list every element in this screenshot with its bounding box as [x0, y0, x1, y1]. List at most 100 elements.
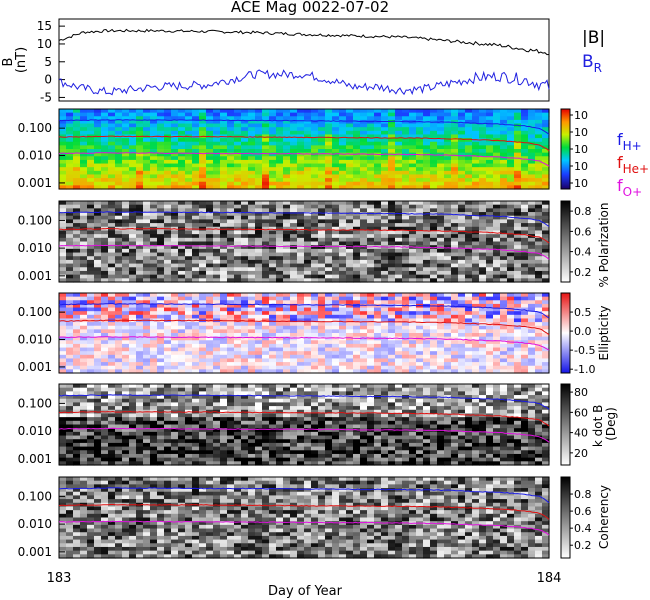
spectrogram-cell: [227, 234, 235, 239]
spectrogram-cell: [346, 314, 354, 320]
spectrogram-cell: [129, 170, 137, 176]
spectrogram-cell: [332, 178, 340, 183]
spectrogram-cell: [444, 347, 452, 352]
spectrogram-cell: [304, 343, 312, 349]
spectrogram-cell: [80, 109, 88, 114]
spectrogram-cell: [472, 208, 480, 213]
spectrogram-cell: [185, 307, 193, 312]
spectrogram-cell: [276, 274, 284, 279]
spectrogram-cell: [108, 303, 116, 309]
spectrogram-cell: [164, 333, 172, 338]
spectrogram-cell: [73, 245, 81, 250]
spectrogram-cell: [199, 303, 207, 309]
spectrogram-cell: [248, 241, 256, 246]
freq-tick-label: 0.001: [18, 269, 52, 283]
spectrogram-cell: [206, 311, 214, 316]
spectrogram-cell: [339, 293, 347, 298]
spectrogram-cell: [304, 145, 312, 150]
spectrogram-cell: [269, 325, 277, 330]
spectrogram-cell: [346, 141, 354, 146]
spectrogram-cell: [318, 300, 326, 305]
spectrogram-cell: [185, 149, 193, 154]
spectrogram-cell: [108, 174, 116, 179]
spectrogram-cell: [87, 439, 95, 444]
spectrogram-cell: [493, 178, 501, 183]
spectrogram-cell: [262, 278, 270, 283]
spectrogram-cell: [465, 340, 473, 345]
spectrogram-cell: [402, 112, 410, 117]
colorbar-tick-label: 0.6: [574, 225, 592, 238]
spectrogram-cell: [514, 369, 522, 374]
spectrogram-cell: [367, 267, 375, 272]
spectrogram-cell: [234, 245, 242, 250]
spectrogram-cell: [451, 237, 459, 243]
spectrogram-cell: [248, 138, 256, 143]
spectrogram-cell: [318, 145, 326, 150]
freq-tick-label: 0.100: [18, 121, 52, 135]
spectrogram-cell: [423, 185, 431, 190]
spectrogram-cell: [185, 322, 193, 327]
spectrogram-cell: [521, 208, 529, 213]
spectrogram-cell: [241, 174, 249, 179]
spectrogram-cell: [115, 428, 123, 433]
spectrogram-cell: [388, 307, 396, 312]
spectrogram-cell: [353, 343, 361, 349]
spectrogram-cell: [297, 307, 305, 312]
spectrogram-cell: [269, 215, 277, 221]
spectrogram-cell: [360, 365, 368, 370]
spectrogram-cell: [276, 119, 284, 125]
spectrogram-cell: [227, 219, 235, 224]
spectrogram-cell: [87, 185, 95, 190]
spectrogram-cell: [486, 245, 494, 250]
spectrogram-cell: [87, 181, 95, 186]
spectrogram-cell: [297, 340, 305, 345]
spectrogram-cell: [395, 223, 403, 228]
spectrogram-cell: [262, 156, 270, 161]
spectrogram-cell: [514, 259, 522, 265]
spectrogram-cell: [94, 163, 102, 168]
spectrogram-cell: [430, 174, 438, 179]
spectrogram-cell: [269, 167, 277, 172]
spectrogram-cell: [122, 212, 130, 217]
freq-tick-label: 0.001: [18, 176, 52, 190]
spectrogram-cell: [353, 178, 361, 183]
spectrogram-cell: [87, 424, 95, 429]
spectrogram-cell: [115, 263, 123, 268]
spectrogram-cell: [66, 413, 74, 418]
spectrogram-cell: [59, 248, 67, 254]
spectrogram-cell: [283, 163, 291, 168]
spectrogram-cell: [388, 134, 396, 139]
spectrogram-cell: [157, 347, 165, 352]
spectrogram-cell: [409, 159, 417, 165]
spectrogram-cell: [66, 362, 74, 367]
spectrogram-cell: [542, 127, 550, 132]
spectrogram-cell: [143, 325, 151, 330]
spectrogram-cell: [381, 215, 389, 221]
spectrogram-cell: [101, 336, 109, 341]
spectrogram-cell: [248, 267, 256, 272]
spectrogram-cell: [388, 347, 396, 352]
spectrogram-cell: [311, 181, 319, 186]
spectrogram-cell: [493, 270, 501, 276]
spectrogram-cell: [101, 420, 109, 426]
spectrogram-cell: [290, 318, 298, 323]
spectrogram-cell: [241, 167, 249, 172]
spectrogram-cell: [290, 263, 298, 268]
spectrogram-cell: [535, 336, 543, 341]
spectrogram-cell: [367, 274, 375, 279]
spectrogram-cell: [143, 237, 151, 243]
spectrogram-cell: [248, 354, 256, 360]
spectrogram-cell: [332, 333, 340, 338]
spectrogram-cell: [535, 303, 543, 309]
spectrogram-cell: [486, 149, 494, 154]
spectrogram-cell: [87, 453, 95, 459]
spectrogram-cell: [234, 322, 242, 327]
spectrogram-cell: [87, 387, 95, 392]
spectrogram-cell: [353, 219, 361, 224]
spectrogram-cell: [150, 149, 158, 154]
spectrogram-cell: [255, 333, 263, 338]
spectrogram-cell: [269, 145, 277, 150]
spectrogram-cell: [311, 252, 319, 257]
spectrogram-cell: [332, 300, 340, 305]
spectrogram-cell: [325, 314, 333, 320]
